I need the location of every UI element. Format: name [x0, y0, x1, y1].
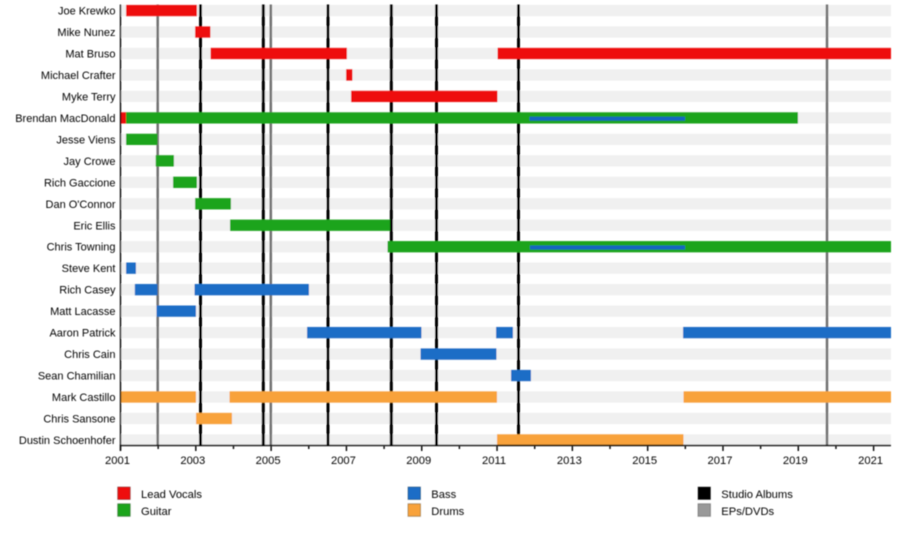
svg-text:Mat Bruso: Mat Bruso: [65, 48, 115, 60]
svg-text:2013: 2013: [557, 455, 582, 467]
svg-text:2009: 2009: [406, 455, 431, 467]
svg-text:Rich Casey: Rich Casey: [59, 285, 116, 297]
svg-text:Mark Castillo: Mark Castillo: [52, 392, 116, 404]
svg-text:Brendan MacDonald: Brendan MacDonald: [15, 113, 115, 125]
svg-text:2001: 2001: [105, 455, 130, 467]
svg-text:Studio Albums: Studio Albums: [721, 489, 793, 501]
svg-text:Jay Crowe: Jay Crowe: [64, 156, 116, 168]
svg-text:Bass: Bass: [431, 489, 456, 501]
svg-text:Guitar: Guitar: [141, 506, 172, 518]
svg-text:Chris Cain: Chris Cain: [64, 349, 115, 361]
svg-text:Matt Lacasse: Matt Lacasse: [50, 306, 115, 318]
svg-text:Mike Nunez: Mike Nunez: [57, 27, 115, 39]
svg-text:Aaron Patrick: Aaron Patrick: [49, 328, 116, 340]
svg-text:Dustin Schoenhofer: Dustin Schoenhofer: [19, 435, 116, 447]
svg-text:Lead Vocals: Lead Vocals: [141, 489, 202, 501]
svg-text:2003: 2003: [180, 455, 205, 467]
svg-text:2011: 2011: [482, 455, 506, 467]
svg-text:Eric Ellis: Eric Ellis: [73, 220, 116, 232]
svg-text:Dan O'Connor: Dan O'Connor: [46, 199, 116, 211]
svg-text:Michael Crafter: Michael Crafter: [41, 70, 116, 82]
svg-text:Chris Towning: Chris Towning: [47, 242, 116, 254]
svg-text:EPs/DVDs: EPs/DVDs: [721, 506, 774, 518]
svg-text:2005: 2005: [256, 455, 281, 467]
svg-text:Jesse Viens: Jesse Viens: [56, 134, 116, 146]
svg-text:Myke Terry: Myke Terry: [62, 91, 116, 103]
svg-text:Drums: Drums: [431, 506, 464, 518]
svg-text:Chris Sansone: Chris Sansone: [43, 413, 115, 425]
svg-text:2021: 2021: [858, 455, 883, 467]
svg-text:Rich Gaccione: Rich Gaccione: [44, 177, 116, 189]
svg-text:Steve Kent: Steve Kent: [62, 263, 116, 275]
svg-text:Joe Krewko: Joe Krewko: [58, 6, 115, 18]
svg-text:2017: 2017: [708, 455, 733, 467]
svg-text:2019: 2019: [783, 455, 808, 467]
svg-text:2007: 2007: [331, 455, 356, 467]
svg-text:2015: 2015: [632, 455, 657, 467]
svg-text:Sean Chamilian: Sean Chamilian: [38, 371, 116, 383]
